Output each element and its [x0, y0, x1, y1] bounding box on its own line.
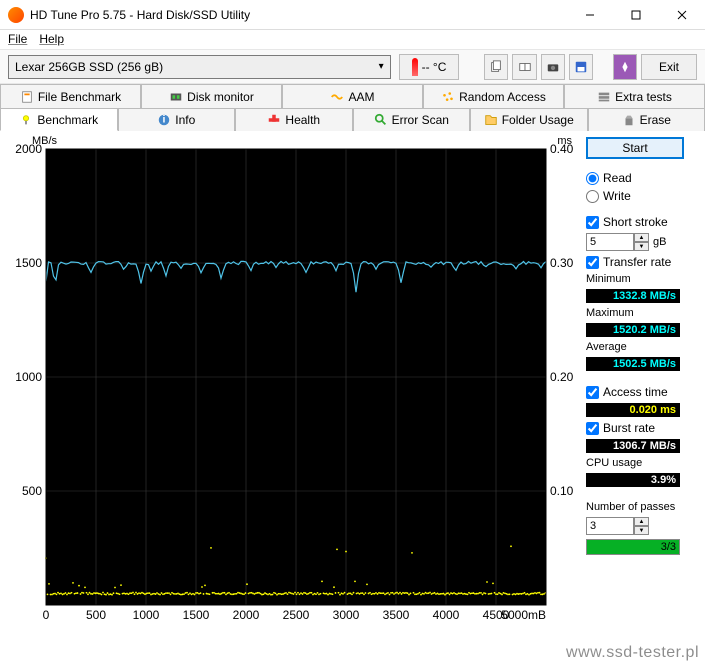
menu-file[interactable]: File [8, 32, 27, 47]
svg-text:0.20: 0.20 [550, 370, 574, 384]
tab-aam[interactable]: AAM [282, 84, 423, 108]
minimum-label: Minimum [586, 273, 684, 285]
app-icon [8, 7, 24, 23]
screenshot-button[interactable] [541, 54, 565, 80]
spin-down[interactable]: ▼ [634, 526, 649, 535]
short-stroke-input[interactable] [586, 233, 634, 251]
transfer-rate-check[interactable]: Transfer rate [586, 255, 684, 269]
cpu-label: CPU usage [586, 457, 684, 469]
tab-random-access[interactable]: Random Access [423, 84, 564, 108]
passes-label: Number of passes [586, 501, 684, 513]
write-radio[interactable]: Write [586, 189, 684, 203]
svg-text:0.30: 0.30 [550, 256, 574, 270]
svg-text:500: 500 [86, 608, 106, 622]
svg-text:1500: 1500 [183, 608, 210, 622]
tab-health[interactable]: Health [235, 108, 353, 131]
drive-select[interactable]: Lexar 256GB SSD (256 gB) ▾ [8, 55, 391, 79]
cpu-value: 3.9% [586, 473, 680, 487]
svg-text:500: 500 [22, 484, 42, 498]
copy-button[interactable] [484, 54, 508, 80]
spin-down[interactable]: ▼ [634, 242, 649, 251]
watermark: www.ssd-tester.pl [566, 644, 699, 662]
minimum-value: 1332.8 MB/s [586, 289, 680, 303]
passes-input[interactable] [586, 517, 634, 535]
drive-select-text: Lexar 256GB SSD (256 gB) [15, 60, 163, 74]
access-time-value: 0.020 ms [586, 403, 680, 417]
tab-extra-tests[interactable]: Extra tests [564, 84, 705, 108]
tab-folder-usage[interactable]: Folder Usage [470, 108, 588, 131]
burst-rate-value: 1306.7 MB/s [586, 439, 680, 453]
copy-all-button[interactable] [512, 54, 536, 80]
maximum-label: Maximum [586, 307, 684, 319]
svg-text:1000: 1000 [133, 608, 160, 622]
svg-text:4000: 4000 [433, 608, 460, 622]
svg-text:1000: 1000 [15, 370, 42, 384]
short-stroke-check[interactable]: Short stroke [586, 215, 684, 229]
y2-axis-label: ms [557, 135, 572, 147]
temperature-text: -- °C [422, 60, 447, 74]
temperature-display: -- °C [399, 54, 460, 80]
svg-text:5000mB: 5000mB [501, 608, 546, 622]
chart-area: MB/s ms 5001000150020000.100.200.300.400… [8, 137, 578, 625]
svg-text:1500: 1500 [15, 256, 42, 270]
window-title: HD Tune Pro 5.75 - Hard Disk/SSD Utility [30, 8, 567, 22]
toolbar: Lexar 256GB SSD (256 gB) ▾ -- °C Exit [0, 50, 705, 84]
start-button[interactable]: Start [586, 137, 684, 159]
svg-text:i: i [163, 114, 166, 126]
tab-erase[interactable]: Erase [588, 108, 705, 131]
progress-text: 3/3 [661, 540, 676, 554]
sidebar: Start Read Write Short stroke ▲▼ gB Tran… [586, 137, 684, 625]
svg-text:0.10: 0.10 [550, 484, 574, 498]
benchmark-chart: 5001000150020000.100.200.300.40050010001… [8, 137, 578, 625]
menu-help[interactable]: Help [39, 32, 64, 47]
spin-up[interactable]: ▲ [634, 517, 649, 526]
close-button[interactable] [659, 0, 705, 30]
progress-bar: 3/3 [586, 539, 680, 555]
maximum-value: 1520.2 MB/s [586, 323, 680, 337]
options-button[interactable] [613, 54, 637, 80]
burst-rate-check[interactable]: Burst rate [586, 421, 684, 435]
maximize-button[interactable] [613, 0, 659, 30]
y-axis-label: MB/s [32, 135, 57, 147]
svg-text:3000: 3000 [333, 608, 360, 622]
read-radio[interactable]: Read [586, 171, 684, 185]
access-time-check[interactable]: Access time [586, 385, 684, 399]
tabs-bottom: BenchmarkiInfoHealthError ScanFolder Usa… [0, 107, 705, 131]
save-button[interactable] [569, 54, 593, 80]
tab-disk-monitor[interactable]: Disk monitor [141, 84, 282, 108]
short-stroke-unit: gB [653, 236, 666, 248]
tab-file-benchmark[interactable]: File Benchmark [0, 84, 141, 108]
chevron-down-icon: ▾ [379, 61, 384, 72]
tabs-top: File BenchmarkDisk monitorAAMRandom Acce… [0, 84, 705, 108]
average-label: Average [586, 341, 684, 353]
svg-text:3500: 3500 [383, 608, 410, 622]
spin-up[interactable]: ▲ [634, 233, 649, 242]
minimize-button[interactable] [567, 0, 613, 30]
menubar: File Help [0, 30, 705, 50]
passes-spinner[interactable]: ▲▼ [586, 517, 684, 535]
exit-button[interactable]: Exit [641, 54, 697, 80]
tab-error-scan[interactable]: Error Scan [353, 108, 471, 131]
svg-text:0: 0 [43, 608, 50, 622]
thermometer-icon [412, 58, 418, 76]
tab-info[interactable]: iInfo [118, 108, 236, 131]
titlebar: HD Tune Pro 5.75 - Hard Disk/SSD Utility [0, 0, 705, 30]
average-value: 1502.5 MB/s [586, 357, 680, 371]
svg-text:2500: 2500 [283, 608, 310, 622]
svg-text:2000: 2000 [233, 608, 260, 622]
short-stroke-spinner[interactable]: ▲▼ [586, 233, 649, 251]
tab-benchmark[interactable]: Benchmark [0, 108, 118, 131]
